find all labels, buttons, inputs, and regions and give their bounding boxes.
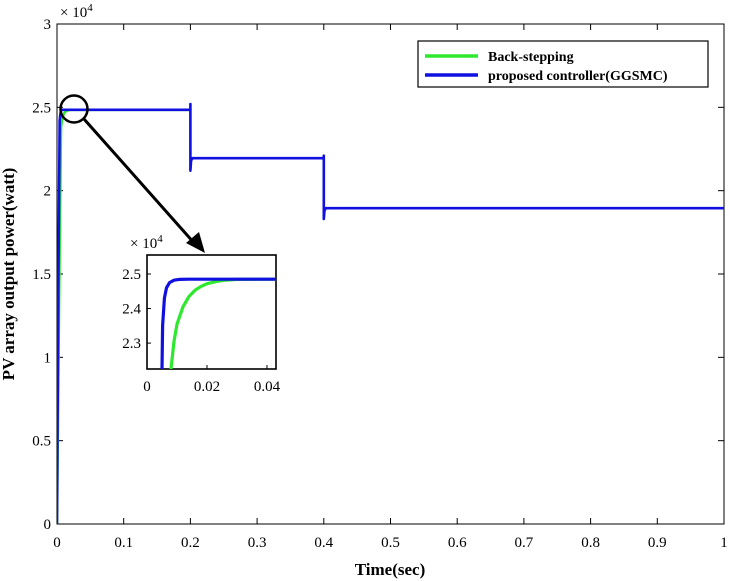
inset-series-proposed-controller-ggsmc	[160, 277, 276, 369]
main-y-tick-label: 2	[44, 184, 52, 200]
main-y-tick-label: 3	[44, 17, 52, 33]
main-x-tick-label: 0.9	[648, 535, 667, 551]
main-axis-ticks: 0 0.1 0.2 0.3 0.4 0.5 0.6 0.7 0.8 0.9 1 0 0.5 1 1.5 2 2.…	[32, 17, 728, 551]
main-x-tick-label: 0.8	[581, 535, 600, 551]
x-axis-label: Time(sec)	[355, 560, 426, 579]
main-x-tick-label: 0.1	[114, 535, 133, 551]
main-x-tick-label: 0	[53, 535, 61, 551]
inset-y-tick-label: 2.5	[122, 267, 141, 283]
main-series-proposed-controller-ggsmc	[57, 102, 724, 524]
main-y-tick-label: 1	[44, 350, 52, 366]
main-y-tick-label: 0	[44, 517, 52, 533]
inset-axis-ticks: 0 0.02 0.04 2.3 2.4 2.5	[122, 267, 280, 395]
inset-y-tick-label: 2.4	[122, 302, 141, 318]
main-y-tick-label: 2.5	[32, 100, 51, 116]
inset-y-exponent: × 104	[130, 233, 163, 252]
main-series-lines	[57, 102, 724, 524]
inset-x-tick-label: 0.02	[194, 379, 220, 395]
inset-series-lines	[160, 277, 276, 369]
inset-plot-area	[146, 254, 277, 370]
main-y-exponent: × 104	[60, 2, 93, 21]
y-axis-label: PV array output power(watt)	[0, 168, 18, 381]
legend-entry-ggsmc: proposed controller(GGSMC)	[488, 69, 668, 84]
main-x-tick-label: 0.6	[448, 535, 467, 551]
inset-x-tick-label: 0.04	[254, 379, 281, 395]
zoom-arrow-head	[186, 232, 205, 253]
main-y-tick-label: 1.5	[32, 267, 51, 283]
main-x-tick-label: 0.5	[381, 535, 400, 551]
main-x-tick-label: 0.3	[248, 535, 267, 551]
zoom-circle-annotation	[59, 94, 89, 124]
zoom-arrow-shaft	[82, 118, 197, 245]
legend-box	[417, 40, 709, 88]
inset-y-tick-label: 2.3	[122, 336, 141, 352]
main-y-tick-label: 0.5	[32, 434, 51, 450]
legend: Back-stepping proposed controller(GGSMC)	[417, 40, 709, 88]
inset-x-tick-label: 0	[143, 379, 151, 395]
main-x-tick-label: 0.4	[314, 535, 333, 551]
main-x-tick-label: 0.7	[515, 535, 534, 551]
main-x-tick-label: 0.2	[181, 535, 200, 551]
main-x-tick-label: 1	[720, 535, 728, 551]
legend-entry-back-stepping: Back-stepping	[488, 50, 574, 65]
